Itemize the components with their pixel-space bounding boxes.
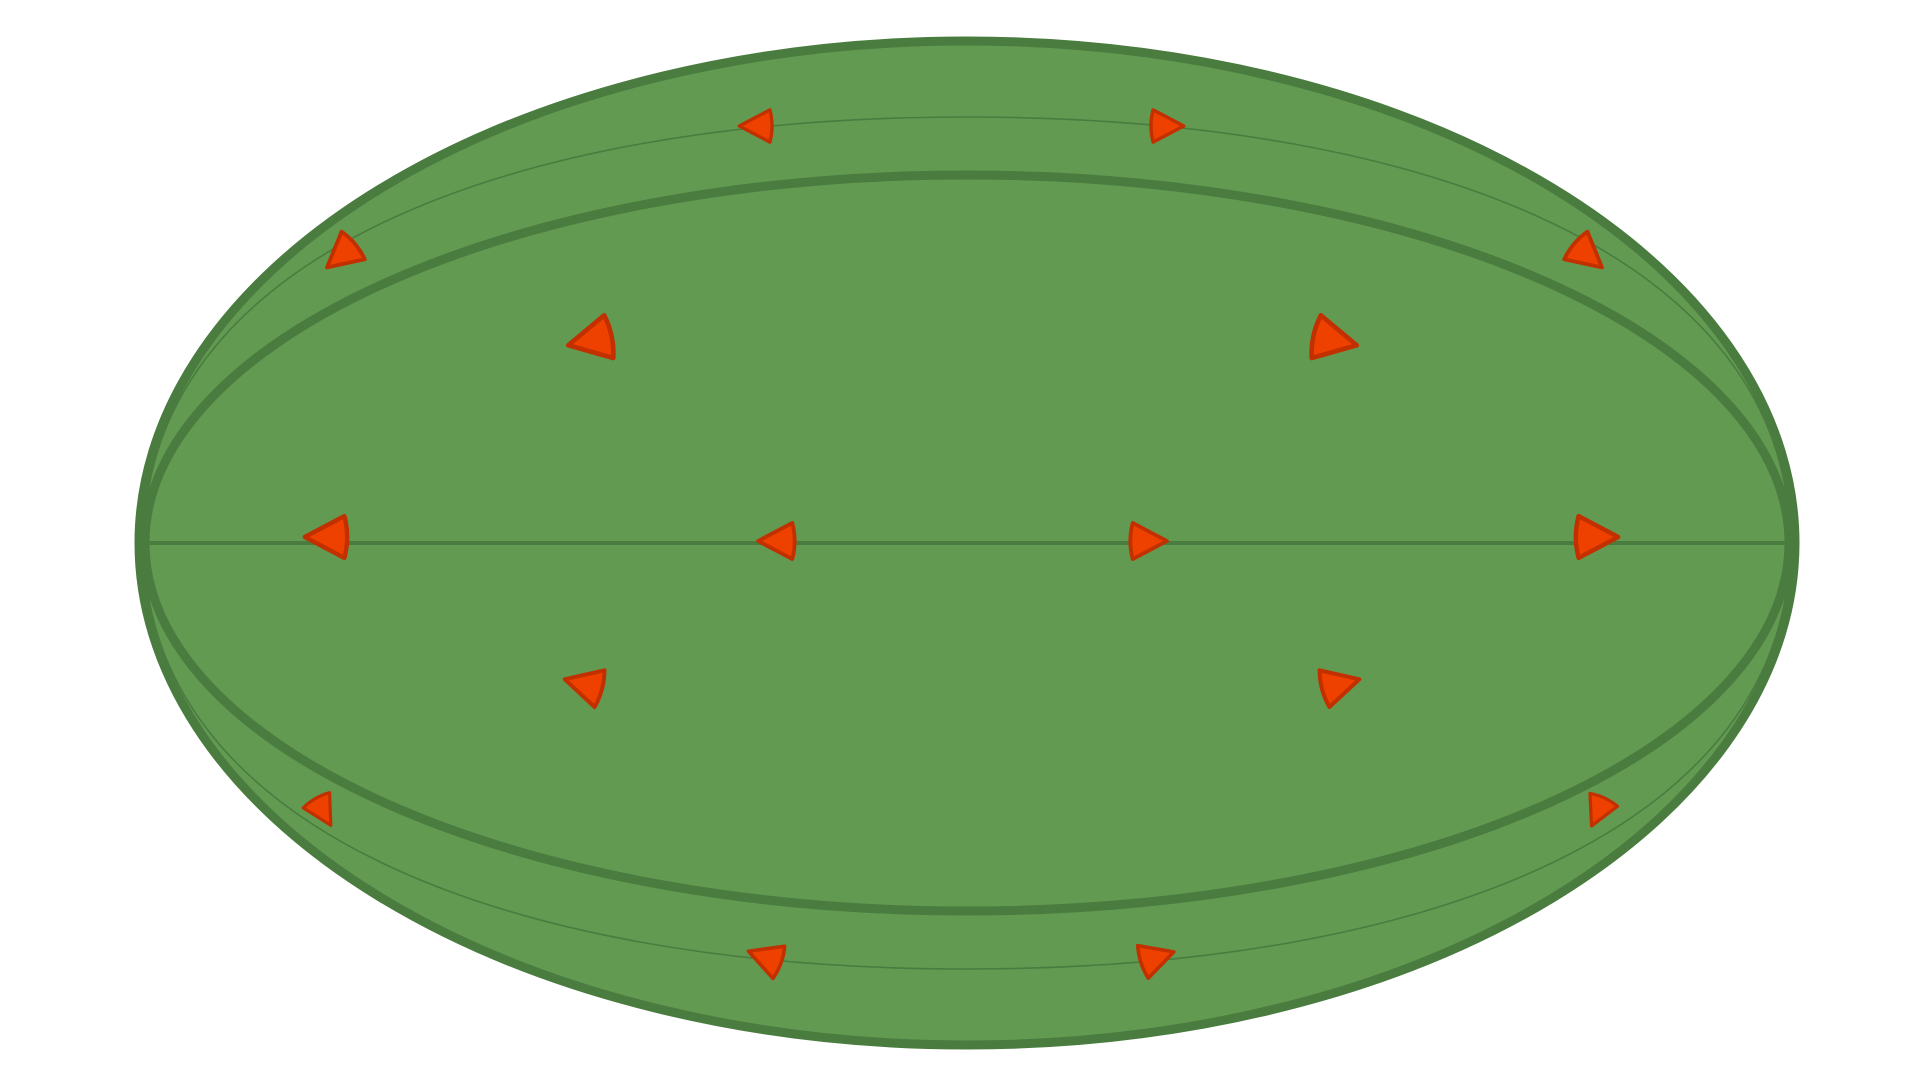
arrow-inner-lower-left [562, 668, 607, 709]
arrow-upper-far-right [1562, 229, 1604, 270]
upper-thin-arc [143, 116, 1791, 544]
arrow-inner-upper-right [1309, 312, 1360, 361]
arrow-inner-lower-right [1317, 668, 1362, 709]
arrow-bottom-left [746, 944, 787, 981]
lower-thin-arc [143, 542, 1791, 970]
arrow-upper-far-left [325, 229, 367, 270]
arrow-equator-far-right [1573, 513, 1621, 561]
arrow-equator-right [1128, 521, 1169, 561]
arrow-top-right [1149, 108, 1186, 144]
arrow-bottom-right [1135, 943, 1176, 980]
arrows-layer [301, 108, 1621, 981]
arrow-inner-upper-left [565, 312, 616, 361]
arrow-equator-left [756, 521, 797, 561]
arrow-lower-far-left [301, 791, 333, 827]
arrow-lower-far-right [1588, 791, 1620, 828]
arrow-top-left [737, 108, 774, 144]
arrow-equator-far-left [302, 513, 350, 561]
